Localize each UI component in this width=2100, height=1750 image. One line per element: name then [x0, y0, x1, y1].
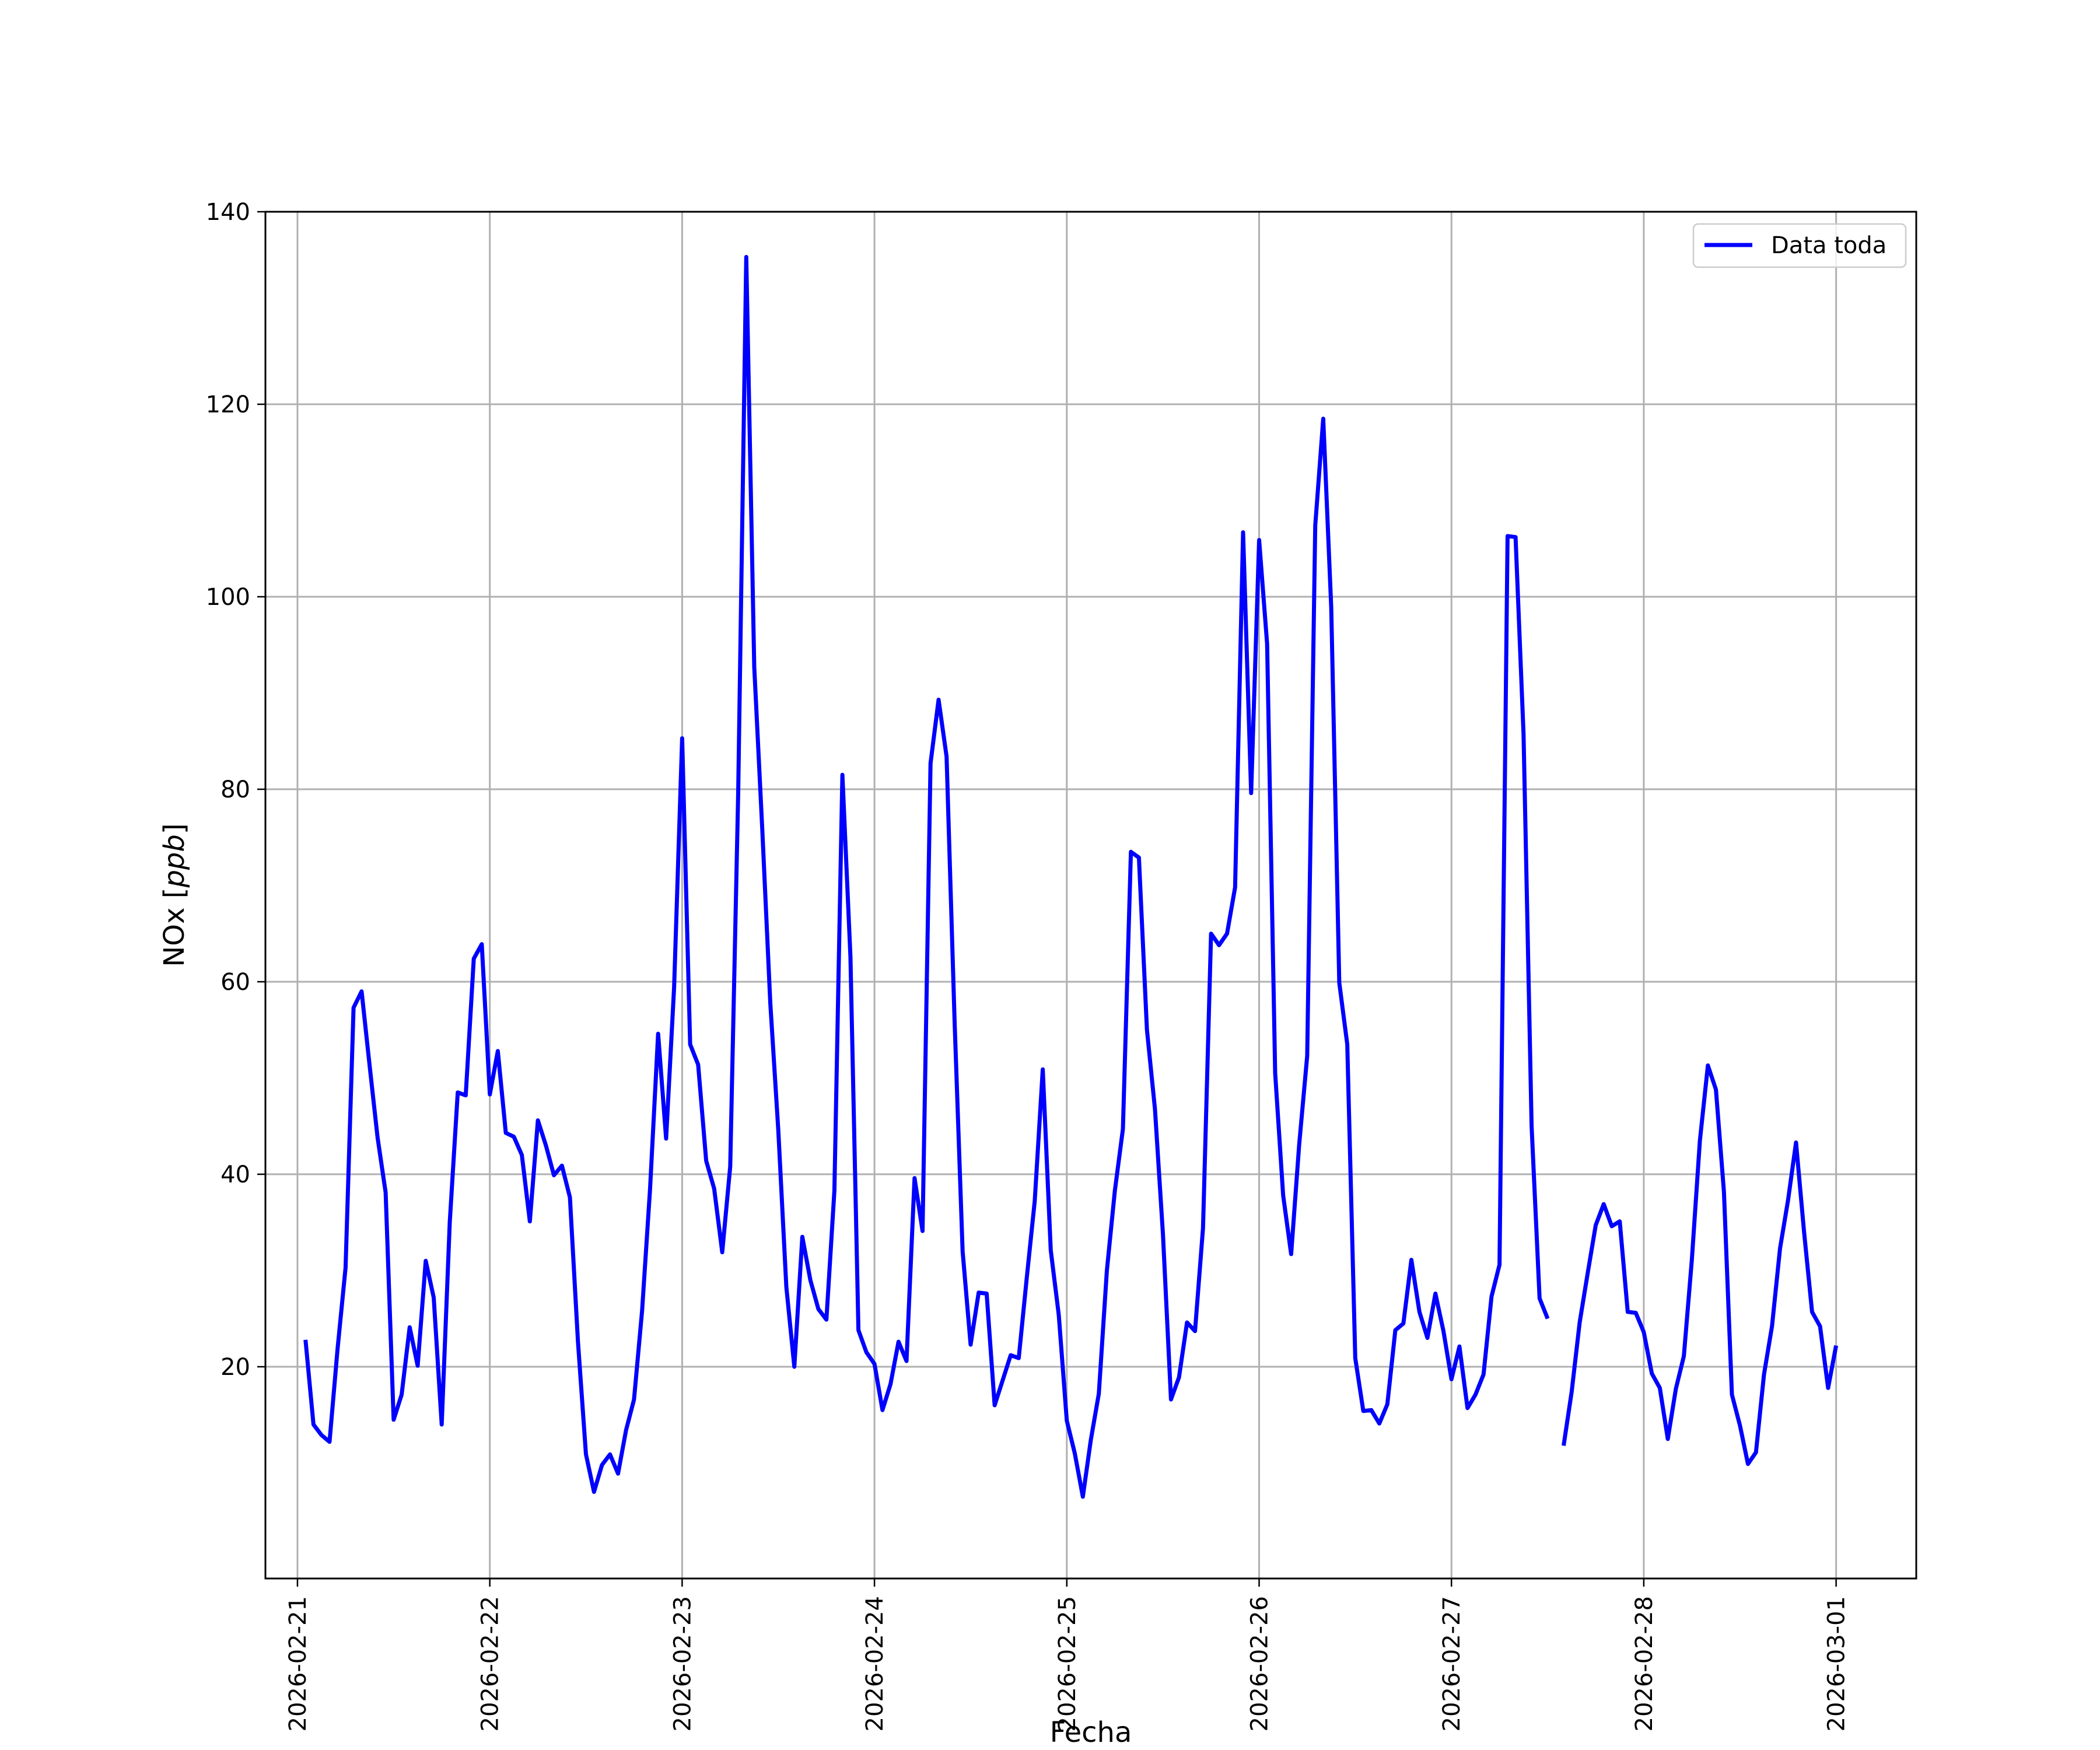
y-tick-label: 60: [220, 969, 250, 996]
series-line: [1562, 1063, 1839, 1466]
x-axis: 2026-02-21 2026-02-22 2026-02-23 2026-02-24…: [285, 1578, 1850, 1731]
plot-area-frame: [264, 211, 1917, 1580]
x-axis-label: Fecha: [1050, 1716, 1132, 1749]
series-line: [303, 255, 1550, 1499]
x-tick-label: 2026-02-28: [1631, 1596, 1658, 1731]
y-axis: 20 40 60 80 100 120 140: [206, 199, 265, 1381]
grid: [265, 211, 1916, 1578]
y-axis-label: NOx [ppb]: [158, 823, 191, 967]
y-tick-label: 100: [206, 584, 250, 611]
y-tick-label: 80: [220, 776, 250, 803]
y-axis-label-close: ]: [158, 823, 191, 834]
x-tick-label: 2026-02-22: [477, 1596, 504, 1731]
legend: Data toda: [1692, 223, 1907, 268]
x-tick-label: 2026-02-23: [669, 1596, 696, 1731]
legend-box: [1692, 223, 1907, 268]
y-axis-label-main: NOx [: [158, 888, 191, 967]
y-axis-label-unit: ppb: [158, 834, 191, 888]
legend-entry-label: Data toda: [1771, 232, 1887, 259]
x-tick-label: 2026-03-01: [1824, 1596, 1850, 1731]
x-tick-label: 2026-02-25: [1054, 1596, 1081, 1731]
series-layer: [303, 255, 1839, 1499]
y-tick-label: 40: [220, 1161, 250, 1188]
y-tick-label: 140: [206, 199, 250, 226]
x-tick-label: 2026-02-26: [1246, 1596, 1273, 1731]
x-tick-label: 2026-02-24: [862, 1596, 888, 1731]
x-tick-label: 2026-02-27: [1438, 1596, 1465, 1731]
y-tick-label: 120: [206, 391, 250, 418]
x-tick-label: 2026-02-21: [285, 1596, 312, 1731]
y-tick-label: 20: [220, 1354, 250, 1381]
